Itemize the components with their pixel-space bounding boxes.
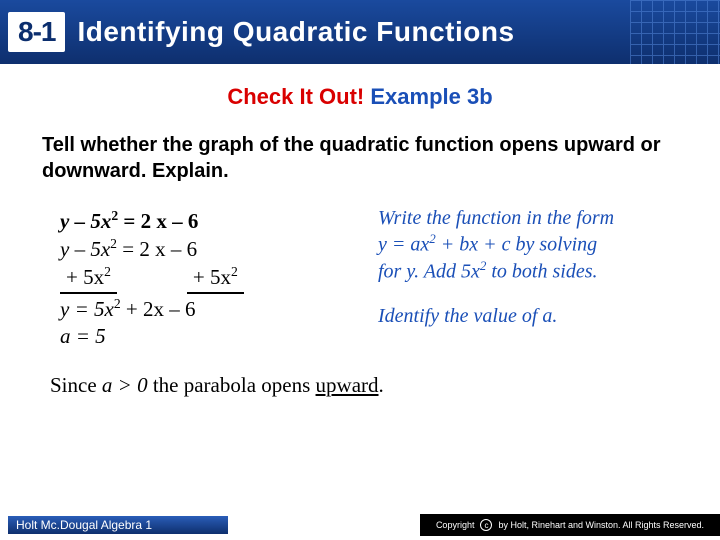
conclusion: Since a > 0 the parabola opens upward. (50, 373, 670, 398)
slide-footer: Holt Mc.Dougal Algebra 1 Copyright c by … (0, 510, 720, 540)
explanation-column: Write the function in the form y = ax2 +… (378, 206, 700, 351)
section-number-badge: 8-1 (8, 12, 65, 52)
example-number: Example 3b (370, 84, 492, 109)
grid-decoration (630, 0, 720, 64)
equation-repeat: y – 5x2 = 2 x – 6 (60, 236, 360, 262)
equation-result: y = 5x2 + 2x – 6 (60, 296, 360, 322)
work-area: y – 5x2 = 2 x – 6 y – 5x2 = 2 x – 6 + 5x… (60, 206, 700, 351)
footer-textbook: Holt Mc.Dougal Algebra 1 (8, 516, 228, 534)
footer-copyright: Copyright c by Holt, Rinehart and Winsto… (420, 514, 720, 536)
check-it-out-label: Check It Out! (227, 84, 364, 109)
equation-original: y – 5x2 = 2 x – 6 (60, 208, 360, 234)
explanation-step1: Write the function in the form y = ax2 +… (378, 206, 700, 284)
slide-content: Check It Out! Example 3b Tell whether th… (0, 64, 720, 408)
add-right: + 5x2 (187, 264, 244, 294)
math-steps: y – 5x2 = 2 x – 6 y – 5x2 = 2 x – 6 + 5x… (60, 206, 360, 351)
identify-a: a = 5 (60, 324, 360, 349)
add-left: + 5x2 (60, 264, 117, 294)
copyright-icon: c (480, 519, 492, 531)
copyright-word: Copyright (436, 520, 475, 530)
check-it-out-heading: Check It Out! Example 3b (20, 84, 700, 110)
slide-title: Identifying Quadratic Functions (77, 16, 514, 48)
problem-prompt: Tell whether the graph of the quadratic … (42, 132, 678, 184)
slide-header: 8-1 Identifying Quadratic Functions (0, 0, 720, 64)
copyright-text: by Holt, Rinehart and Winston. All Right… (498, 520, 704, 530)
explanation-step2: Identify the value of a. (378, 304, 700, 329)
equation-add-both-sides: + 5x2 + 5x2 (60, 264, 360, 294)
